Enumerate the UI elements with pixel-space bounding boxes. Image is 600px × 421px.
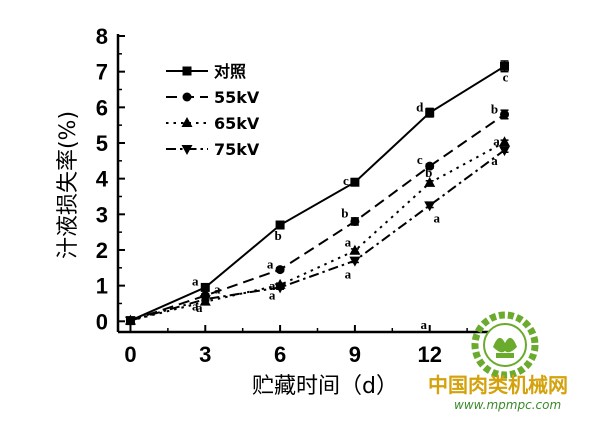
data-point	[199, 295, 211, 306]
x-tick-label: 12	[417, 342, 441, 367]
watermark: 中国肉类机械网 www.mpmpc.com	[428, 311, 568, 412]
significance-letter: b	[425, 165, 432, 180]
legend-item: 55kV	[166, 88, 260, 107]
significance-letter: c	[417, 152, 423, 167]
data-point	[425, 108, 435, 118]
legend-marker	[181, 117, 193, 127]
significance-letter: a	[269, 278, 276, 293]
significance-letter: a	[196, 300, 203, 315]
series-line	[130, 65, 506, 322]
x-axis-title: 贮藏时间（d）	[252, 374, 398, 399]
legend: 对照 55kV 65kV 75kV	[166, 62, 260, 159]
significance-letter: a	[192, 299, 199, 314]
data-point	[275, 220, 285, 230]
watermark-logo-icon	[471, 311, 539, 379]
y-tick-label: 5	[96, 131, 108, 156]
data-point	[275, 265, 285, 275]
legend-label: 对照	[214, 62, 246, 81]
significance-letter: a	[345, 267, 352, 282]
y-tick-label: 8	[96, 24, 108, 49]
data-point	[425, 161, 435, 171]
series-3	[124, 146, 511, 327]
legend-marker	[181, 145, 193, 155]
y-tick-label: 1	[96, 274, 108, 299]
data-point	[499, 136, 511, 147]
legend-marker	[182, 66, 192, 76]
legend-item: 对照	[166, 62, 246, 81]
significance-letter: d	[416, 100, 424, 115]
y-tick-label: 0	[96, 309, 108, 334]
data-point	[424, 201, 436, 212]
legend-label: 65kV	[214, 114, 260, 133]
watermark-text: 中国肉类机械网	[428, 373, 568, 397]
legend-marker	[182, 92, 192, 102]
x-tick-label: 6	[274, 342, 286, 367]
watermark-url: www.mpmpc.com	[454, 398, 561, 412]
significance-letter: a	[269, 287, 276, 302]
legend-label: 75kV	[214, 140, 260, 159]
significance-letter: a	[433, 210, 440, 225]
significance-letter: a	[420, 317, 427, 332]
data-point	[274, 283, 286, 294]
series-line	[130, 141, 505, 322]
data-point	[500, 61, 510, 71]
y-axis-title: 汁液损失率(%)	[56, 111, 81, 259]
data-point	[424, 176, 436, 187]
y-tick-label: 2	[96, 238, 108, 263]
x-tick-label: 3	[199, 342, 211, 367]
x-tick-label: 9	[349, 342, 361, 367]
legend-item: 75kV	[166, 140, 260, 159]
data-point	[349, 244, 361, 255]
significance-letter: c	[503, 69, 509, 84]
significance-letter: c	[343, 173, 349, 188]
significance-letter: b	[491, 101, 498, 116]
significance-letter: b	[341, 205, 348, 220]
series-1	[125, 109, 510, 326]
significance-letter: a	[192, 273, 199, 288]
data-point	[500, 109, 510, 119]
series-0	[125, 60, 510, 326]
significance-letter: a	[267, 257, 274, 272]
data-point	[200, 282, 210, 292]
data-point	[350, 177, 360, 187]
y-tick-label: 7	[96, 60, 108, 85]
significance-letter: a	[214, 282, 221, 297]
data-point	[499, 146, 511, 157]
significance-letter: a	[493, 133, 500, 148]
significance-letter: b	[274, 228, 281, 243]
data-point	[350, 216, 360, 226]
significance-letter: a	[345, 235, 352, 250]
y-tick-label: 3	[96, 202, 108, 227]
y-tick-label: 4	[96, 167, 109, 192]
data-point	[124, 316, 136, 327]
legend-item: 65kV	[166, 114, 260, 133]
y-tick-label: 6	[96, 95, 108, 120]
data-point	[349, 256, 361, 267]
significance-letter: a	[491, 153, 498, 168]
series-line	[130, 149, 506, 322]
legend-label: 55kV	[214, 88, 260, 107]
x-tick-label: 0	[124, 342, 136, 367]
